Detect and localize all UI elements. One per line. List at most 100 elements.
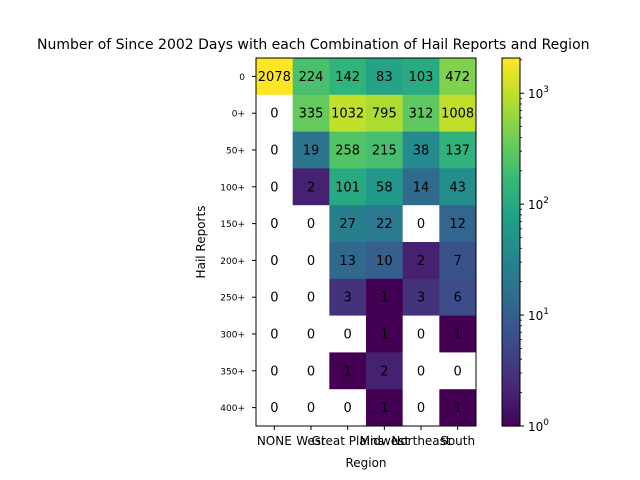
heatmap-cell bbox=[366, 168, 404, 206]
y-tick-label: 0+ bbox=[232, 110, 245, 120]
colorbar-segment bbox=[502, 262, 520, 267]
colorbar-segment bbox=[502, 282, 520, 287]
cell-value-label: 58 bbox=[376, 180, 393, 195]
cell-value-label: 224 bbox=[299, 70, 324, 85]
colorbar-segment bbox=[502, 230, 520, 235]
cell-value-label: 0 bbox=[344, 328, 352, 343]
colorbar-segment bbox=[502, 238, 520, 243]
y-tick-label: 400+ bbox=[220, 404, 245, 414]
heatmap-cell bbox=[256, 131, 294, 169]
colorbar-segment bbox=[502, 118, 520, 123]
y-tick-label: 200+ bbox=[220, 257, 245, 267]
colorbar-segment bbox=[502, 74, 520, 79]
y-axis-label: Hail Reports bbox=[194, 206, 208, 279]
plot-frame bbox=[255, 57, 477, 427]
cell-value-label: 0 bbox=[270, 180, 278, 195]
colorbar-segment bbox=[502, 258, 520, 263]
colorbar-tick-label: 103 bbox=[528, 85, 549, 101]
cell-value-label: 142 bbox=[335, 70, 360, 85]
heatmap-cell bbox=[402, 205, 440, 243]
colorbar-segment bbox=[502, 90, 520, 95]
heatmap-cell bbox=[402, 242, 440, 280]
colorbar-segment bbox=[502, 266, 520, 271]
colorbar-segment bbox=[502, 214, 520, 219]
colorbar-segment bbox=[502, 186, 520, 191]
x-tick-label: Midwest bbox=[360, 434, 410, 448]
cell-value-label: 0 bbox=[307, 254, 315, 269]
colorbar-segment bbox=[502, 106, 520, 111]
colorbar-segment bbox=[502, 298, 520, 303]
colorbar-tick-base: 10 bbox=[528, 309, 543, 323]
colorbar-segment bbox=[502, 222, 520, 227]
colorbar-segment bbox=[502, 370, 520, 375]
y-tick-label: 300+ bbox=[220, 331, 245, 341]
heatmap-cell bbox=[439, 315, 477, 353]
colorbar-segment bbox=[502, 310, 520, 315]
cell-value-label: 83 bbox=[376, 70, 393, 85]
heatmap-cell bbox=[402, 94, 440, 132]
heatmap-cell bbox=[329, 94, 367, 132]
x-tick-label: Northeast bbox=[391, 434, 451, 448]
heatmap-cell bbox=[439, 389, 477, 427]
colorbar-segment bbox=[502, 206, 520, 211]
heatmap-cell bbox=[329, 352, 367, 390]
heatmap-cell bbox=[366, 94, 404, 132]
heatmap-cell bbox=[256, 315, 294, 353]
colorbar-segment bbox=[502, 294, 520, 299]
colorbar-segment bbox=[502, 130, 520, 135]
y-tick-label: 350+ bbox=[220, 367, 245, 377]
cell-value-label: 6 bbox=[454, 291, 462, 306]
colorbar-segment bbox=[502, 194, 520, 199]
colorbar-segment bbox=[502, 326, 520, 331]
heatmap-cell bbox=[292, 389, 330, 427]
colorbar-tick-base: 10 bbox=[528, 87, 543, 101]
y-tick-label: 0 bbox=[239, 73, 245, 83]
cell-value-label: 101 bbox=[335, 180, 360, 195]
colorbar-segment bbox=[502, 274, 520, 279]
y-tick-label: 100+ bbox=[220, 183, 245, 193]
colorbar-segment bbox=[502, 110, 520, 115]
cell-value-label: 0 bbox=[307, 401, 315, 416]
cell-value-label: 0 bbox=[454, 364, 462, 379]
heatmap-cell bbox=[292, 168, 330, 206]
cell-value-label: 0 bbox=[270, 401, 278, 416]
cell-value-label: 312 bbox=[409, 107, 434, 122]
colorbar-segment bbox=[502, 114, 520, 119]
colorbar-segment bbox=[502, 286, 520, 291]
colorbar-segment bbox=[502, 66, 520, 71]
cell-value-label: 103 bbox=[409, 70, 434, 85]
heatmap-cell bbox=[439, 131, 477, 169]
cell-value-label: 0 bbox=[270, 364, 278, 379]
colorbar-segment bbox=[502, 350, 520, 355]
colorbar-tick-base: 10 bbox=[528, 420, 543, 434]
colorbar-segment bbox=[502, 382, 520, 387]
colorbar-segment bbox=[502, 234, 520, 239]
colorbar-segment bbox=[502, 62, 520, 67]
colorbar-segment bbox=[502, 338, 520, 343]
colorbar-segment bbox=[502, 146, 520, 151]
cell-value-label: 335 bbox=[299, 107, 324, 122]
y-axis-ticks: 0 0+ 50+ 100+ 150+ 200+ 250+ 300+ 350+ 400+ bbox=[220, 73, 256, 414]
colorbar-tick-label: 100 bbox=[528, 418, 549, 434]
colorbar-segment bbox=[502, 354, 520, 359]
colorbar-tick-base: 10 bbox=[528, 198, 543, 212]
colorbar-segment bbox=[502, 102, 520, 107]
cell-value-label: 27 bbox=[339, 217, 356, 232]
colorbar-segment bbox=[502, 226, 520, 231]
heatmap-cell bbox=[329, 168, 367, 206]
cell-value-label: 7 bbox=[454, 254, 462, 269]
cell-value-label: 2 bbox=[307, 180, 315, 195]
colorbar-segment bbox=[502, 162, 520, 167]
cell-value-label: 14 bbox=[413, 180, 430, 195]
x-tick-label: West bbox=[296, 434, 326, 448]
heatmap-cell bbox=[366, 278, 404, 316]
colorbar-segment bbox=[502, 386, 520, 391]
heatmap-cell bbox=[329, 389, 367, 427]
colorbar-segment bbox=[502, 270, 520, 275]
colorbar-tick-label: 102 bbox=[528, 196, 549, 212]
colorbar-segment bbox=[502, 330, 520, 335]
colorbar-segment bbox=[502, 322, 520, 327]
colorbar-segment bbox=[502, 318, 520, 323]
colorbar-segment bbox=[502, 158, 520, 163]
